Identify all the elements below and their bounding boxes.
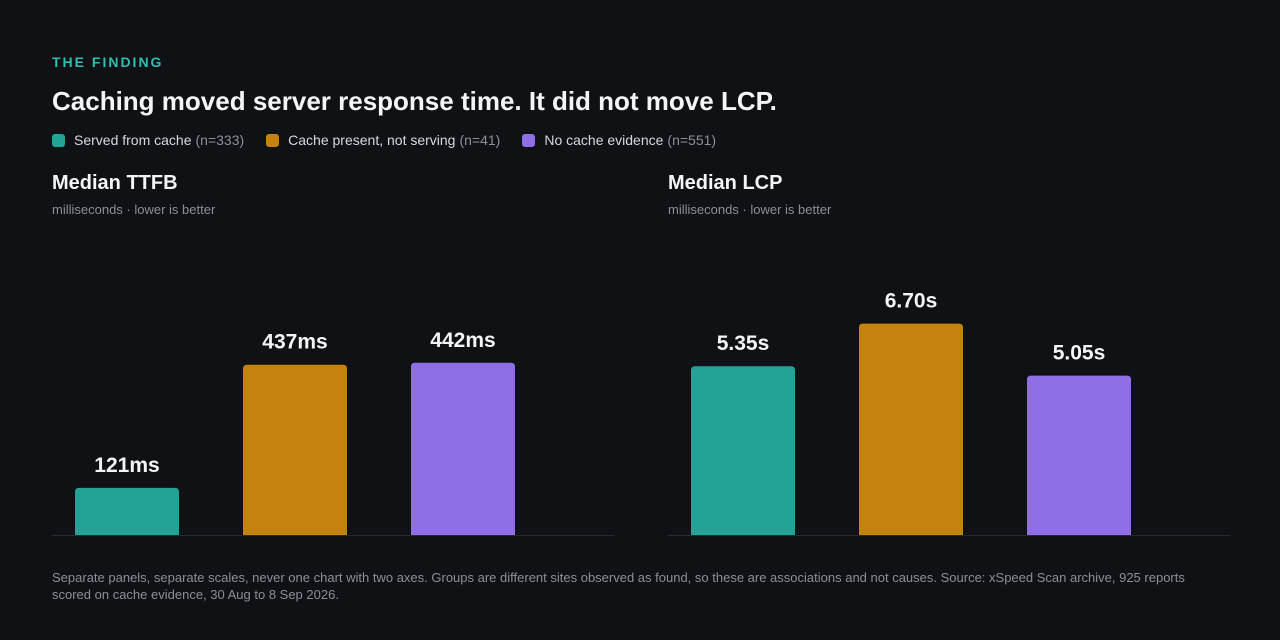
legend-swatch-none [522,133,536,147]
lcp-value-label-present: 6.70s [885,290,938,313]
legend-item-present: Cache present, not serving (n=41) [266,132,500,148]
legend-swatch-served [52,133,65,147]
lcp-bar-present [859,323,963,535]
lcp-bar-none [1027,375,1131,535]
ttfb-panel: Median TTFB milliseconds · lower is bett… [52,172,614,542]
ttfb-chart: 121ms 437ms 442ms [52,329,614,536]
ttfb-bar-present [243,364,347,535]
legend-swatch-present [266,133,280,147]
legend-count-served: (n=333) [195,132,245,148]
legend-label-present: Cache present, not serving [288,132,456,148]
legend-count-none: (n=551) [667,132,717,148]
legend-count-present: (n=41) [459,132,501,148]
legend-label-served: Served from cache [74,132,192,148]
ttfb-value-label-served: 121ms [94,454,159,477]
lcp-value-label-none: 5.05s [1053,342,1106,365]
legend-label-none: No cache evidence [544,132,664,148]
ttfb-subtitle: milliseconds · lower is better [52,202,216,217]
ttfb-title: Median TTFB [52,172,178,194]
lcp-value-label-served: 5.35s [717,332,770,355]
lcp-bar-served [691,366,795,535]
headline: Caching moved server response time. It d… [52,86,777,116]
lcp-chart: 5.35s 6.70s 5.05s [668,290,1230,536]
lcp-title: Median LCP [668,172,783,194]
ttfb-value-label-present: 437ms [262,331,327,354]
footnote: Separate panels, separate scales, never … [52,570,1185,602]
legend: Served from cache (n=333) Cache present,… [52,132,716,148]
ttfb-bar-none [411,362,515,535]
lcp-panel: Median LCP milliseconds · lower is bette… [668,172,1230,542]
lcp-subtitle: milliseconds · lower is better [668,202,832,217]
ttfb-value-label-none: 442ms [430,329,495,352]
legend-item-none: No cache evidence (n=551) [522,132,716,148]
legend-item-served: Served from cache (n=333) [52,132,244,148]
eyebrow-label: THE FINDING [52,54,164,70]
ttfb-bar-served [75,487,179,535]
